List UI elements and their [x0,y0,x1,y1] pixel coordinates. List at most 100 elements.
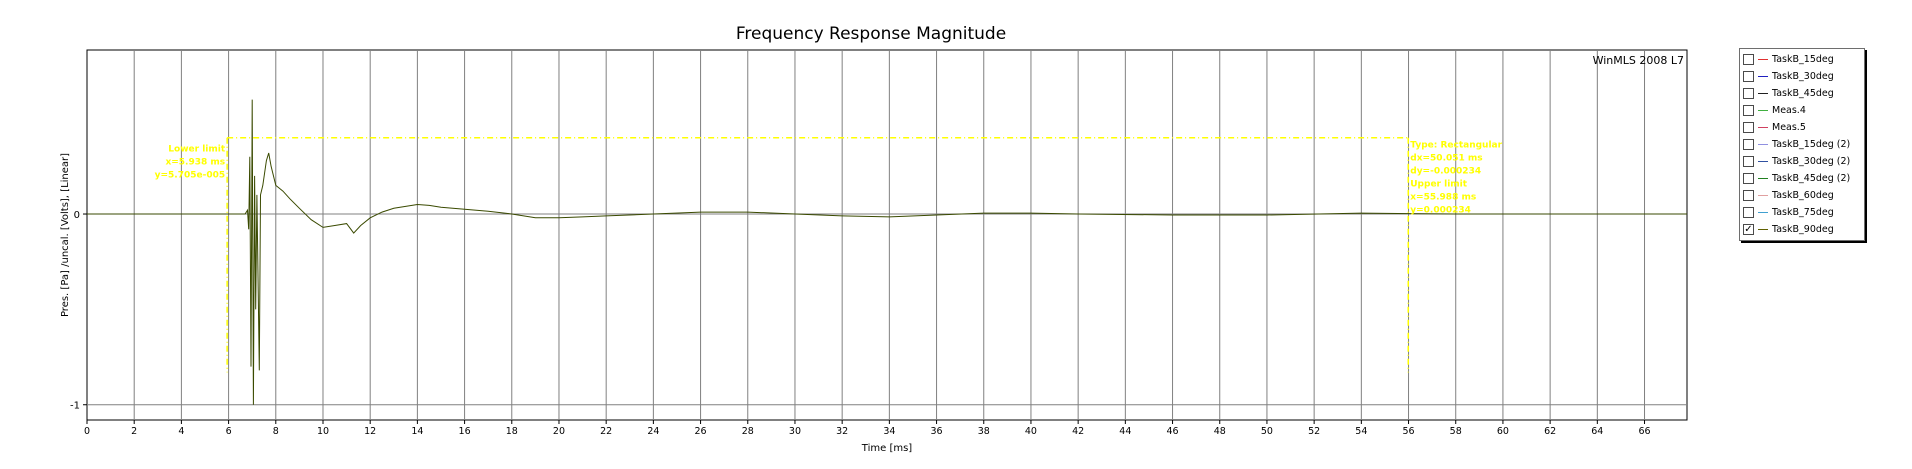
legend-label: TaskB_30deg (2) [1772,156,1851,167]
legend-checkbox[interactable] [1743,156,1754,167]
x-tick-label: 44 [1119,426,1131,437]
legend-swatch [1758,59,1768,60]
legend-swatch [1758,212,1768,213]
x-tick-label: 48 [1214,426,1226,437]
legend-item[interactable]: TaskB_30deg (2) [1740,154,1864,170]
x-tick-label: 50 [1261,426,1273,437]
legend-item[interactable]: Meas.5 [1740,120,1864,136]
legend-label: TaskB_30deg [1772,71,1834,82]
window-lines [226,136,1410,373]
y-tick-label: -1 [70,401,80,412]
upper-limit-annotation: Upper limit [1410,180,1468,190]
legend-item[interactable]: TaskB_75deg [1740,205,1864,221]
legend-item[interactable]: TaskB_30deg [1740,69,1864,85]
legend-label: TaskB_45deg (2) [1772,173,1851,184]
legend-label: TaskB_60deg [1772,190,1834,201]
legend-swatch [1758,178,1768,179]
legend-label: Meas.4 [1772,105,1806,116]
upper-limit-annotation: y=0.000234 [1410,206,1471,216]
x-tick-label: 52 [1308,426,1320,437]
x-tick-label: 4 [178,426,184,437]
grid [87,50,1687,420]
legend-checkbox[interactable] [1743,122,1754,133]
legend-swatch [1758,229,1768,230]
y-ticks: 0 -1 [70,210,87,412]
x-tick-label: 54 [1355,426,1367,437]
upper-limit-annotation: x=55.988 ms [1410,193,1476,203]
x-tick-label: 64 [1591,426,1603,437]
legend: TaskB_15deg TaskB_30deg TaskB_45deg Meas.4 M… [1739,48,1865,241]
x-tick-label: 66 [1638,426,1650,437]
x-tick-label: 28 [742,426,754,437]
legend-swatch [1758,110,1768,111]
chart-title: Frequency Response Magnitude [736,24,1006,44]
legend-item[interactable]: TaskB_15deg (2) [1740,137,1864,153]
legend-label: TaskB_45deg [1772,88,1834,99]
lower-limit-annotation: y=5.705e-005 [155,171,226,181]
x-ticks: 0 2 4 6 8 10 12 14 16 18 20 22 24 26 28 30 32 34 36 38 40 42 4… [84,420,1651,437]
x-tick-label: 42 [1072,426,1084,437]
legend-label: TaskB_90deg [1772,224,1834,235]
legend-swatch [1758,93,1768,94]
upper-limit-annotation: dy=-0.000234 [1410,167,1481,177]
legend-item[interactable]: TaskB_60deg [1740,188,1864,204]
x-tick-label: 14 [411,426,423,437]
x-tick-label: 18 [506,426,518,437]
x-tick-label: 26 [695,426,707,437]
watermark: WinMLS 2008 L7 [1593,54,1684,67]
lower-limit-annotation: Lower limit [168,145,226,155]
legend-swatch [1758,144,1768,145]
legend-label: TaskB_15deg [1772,54,1834,65]
legend-swatch [1758,127,1768,128]
legend-item[interactable]: TaskB_45deg [1740,86,1864,102]
y-axis-label: Pres. [Pa] /uncal. [Volts], [Linear] [60,153,71,317]
x-tick-label: 32 [836,426,848,437]
x-tick-label: 40 [1025,426,1037,437]
legend-label: Meas.5 [1772,122,1806,133]
x-tick-label: 60 [1497,426,1509,437]
x-tick-label: 22 [600,426,612,437]
legend-swatch [1758,195,1768,196]
x-tick-label: 2 [131,426,137,437]
x-tick-label: 38 [978,426,990,437]
legend-label: TaskB_75deg [1772,207,1834,218]
x-tick-label: 10 [317,426,329,437]
lower-limit-annotation: x=5.938 ms [165,158,225,168]
legend-checkbox[interactable] [1743,54,1754,65]
legend-checkbox[interactable] [1743,71,1754,82]
y-tick-label: 0 [74,210,80,221]
legend-checkbox[interactable] [1743,139,1754,150]
x-tick-label: 0 [84,426,90,437]
plot-area [86,49,1688,421]
x-axis-label: Time [ms] [861,443,913,454]
legend-item[interactable]: TaskB_15deg [1740,52,1864,68]
legend-checkbox[interactable]: ✓ [1743,224,1754,235]
annotations: Lower limit x=5.938 ms y=5.705e-005 Type: R… [155,141,1503,216]
x-tick-label: 34 [883,426,895,437]
x-tick-label: 20 [553,426,565,437]
legend-item[interactable]: TaskB_45deg (2) [1740,171,1864,187]
legend-checkbox[interactable] [1743,173,1754,184]
legend-checkbox[interactable] [1743,88,1754,99]
chart: Frequency Response Magnitude 0 2 4 6 8 10 12 14… [60,24,1688,454]
x-tick-label: 8 [273,426,279,437]
x-tick-label: 46 [1166,426,1178,437]
upper-limit-annotation: Type: Rectangular [1410,141,1502,151]
x-tick-label: 56 [1402,426,1414,437]
x-tick-label: 12 [364,426,376,437]
legend-item[interactable]: Meas.4 [1740,103,1864,119]
legend-checkbox[interactable] [1743,190,1754,201]
x-tick-label: 24 [647,426,659,437]
x-tick-label: 30 [789,426,801,437]
series-line [87,99,1687,405]
x-tick-label: 62 [1544,426,1556,437]
x-tick-label: 6 [226,426,232,437]
legend-checkbox[interactable] [1743,105,1754,116]
legend-item[interactable]: ✓ TaskB_90deg [1740,222,1864,238]
upper-limit-annotation: dx=50.051 ms [1410,154,1482,164]
x-tick-label: 16 [459,426,471,437]
x-tick-label: 58 [1450,426,1462,437]
series [87,99,1687,405]
legend-label: TaskB_15deg (2) [1772,139,1851,150]
legend-checkbox[interactable] [1743,207,1754,218]
